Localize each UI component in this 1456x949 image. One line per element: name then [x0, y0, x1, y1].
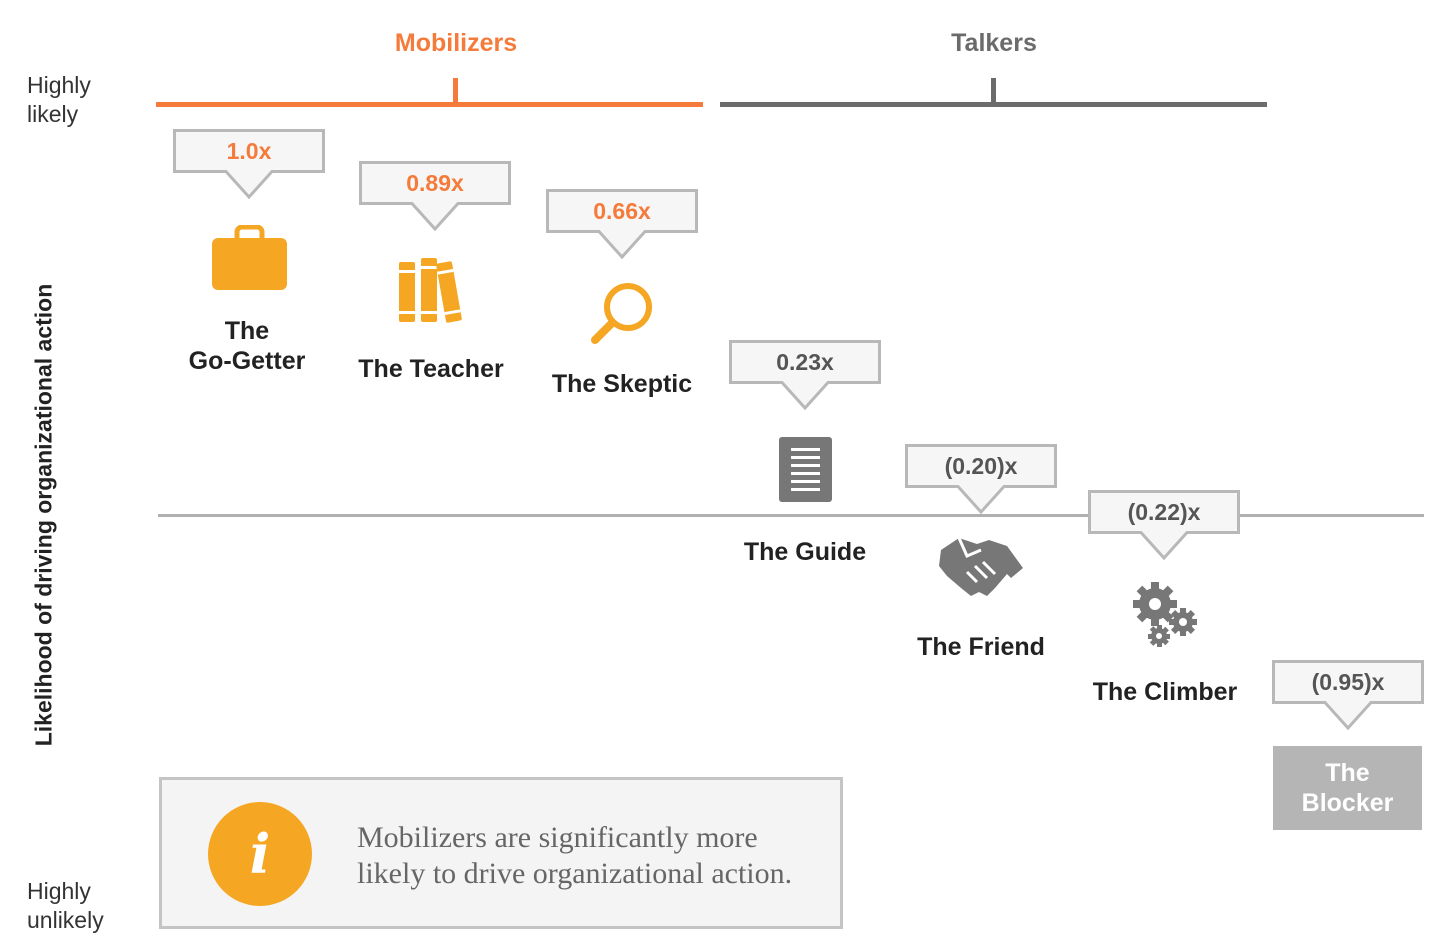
value-callout-climber: (0.22)x: [1088, 490, 1240, 570]
briefcase-icon: [212, 225, 287, 290]
info-note-line: likely to drive organizational action.: [357, 857, 793, 890]
scale-bottom-label: Highly unlikely: [27, 877, 104, 935]
handshake-icon: [939, 537, 1023, 596]
info-note-box: i Mobilizers are significantly more like…: [159, 777, 843, 929]
talkers-bracket-tick: [991, 78, 996, 104]
persona-name-line: The: [1325, 759, 1370, 787]
info-note-text: Mobilizers are significantly more likely…: [357, 820, 837, 892]
persona-name-line: Go-Getter: [188, 347, 306, 375]
callout-shape: [359, 161, 511, 232]
value-label: 0.89x: [406, 169, 464, 196]
books-icon: [399, 258, 462, 323]
callout-shape: [1088, 490, 1240, 561]
value-label: 1.0x: [226, 137, 272, 164]
y-axis-title: Likelihood of driving organizational act…: [30, 283, 57, 747]
persona-name-teacher: The Teacher: [358, 355, 504, 383]
value-label: (0.20)x: [944, 452, 1018, 479]
info-note-line: Mobilizers are significantly more: [357, 821, 758, 854]
persona-name-line: The: [224, 317, 270, 345]
persona-name-guide: The Guide: [743, 538, 867, 566]
persona-name-skeptic: The Skeptic: [551, 370, 693, 398]
scale-top-line-1: Highly: [27, 72, 91, 98]
value-callout-guide: 0.23x: [729, 340, 881, 420]
mobilizers-bracket: [156, 102, 703, 107]
document-icon: [779, 437, 832, 502]
scale-bottom-line-1: Highly: [27, 878, 91, 904]
callout-shape: [729, 340, 881, 411]
persona-name-line: Blocker: [1301, 789, 1394, 817]
magnifier-icon: [591, 283, 652, 344]
scale-top-line-2: likely: [27, 101, 79, 127]
mobilizers-bracket-tick: [453, 78, 458, 104]
value-label: 0.23x: [776, 348, 834, 375]
value-label: (0.22)x: [1127, 498, 1201, 525]
scale-top-label: Highly likely: [27, 71, 91, 129]
value-callout-skeptic: 0.66x: [546, 189, 698, 269]
value-callout-blocker: (0.95)x: [1272, 660, 1424, 740]
zero-baseline: [158, 514, 1424, 517]
value-callout-friend: (0.20)x: [905, 444, 1057, 524]
value-label: (0.95)x: [1311, 668, 1385, 695]
persona-name-go-getter: The Go-Getter: [189, 316, 306, 376]
persona-name-climber: The Climber: [1092, 678, 1238, 706]
callout-shape: [173, 129, 325, 200]
scale-bottom-line-2: unlikely: [27, 907, 104, 933]
talkers-bracket: [720, 102, 1267, 107]
mobilizers-group-title: Mobilizers: [394, 29, 518, 57]
value-callout-teacher: 0.89x: [359, 161, 511, 241]
gears-icon: [1133, 582, 1197, 647]
persona-box-blocker: The Blocker: [1273, 746, 1422, 830]
persona-name-friend: The Friend: [917, 633, 1045, 661]
callout-shape: [905, 444, 1057, 515]
value-callout-go-getter: 1.0x: [173, 129, 325, 209]
info-icon: i: [208, 802, 312, 906]
talkers-group-title: Talkers: [951, 29, 1037, 57]
callout-shape: [546, 189, 698, 260]
value-label: 0.66x: [593, 197, 651, 224]
callout-shape: [1272, 660, 1424, 731]
